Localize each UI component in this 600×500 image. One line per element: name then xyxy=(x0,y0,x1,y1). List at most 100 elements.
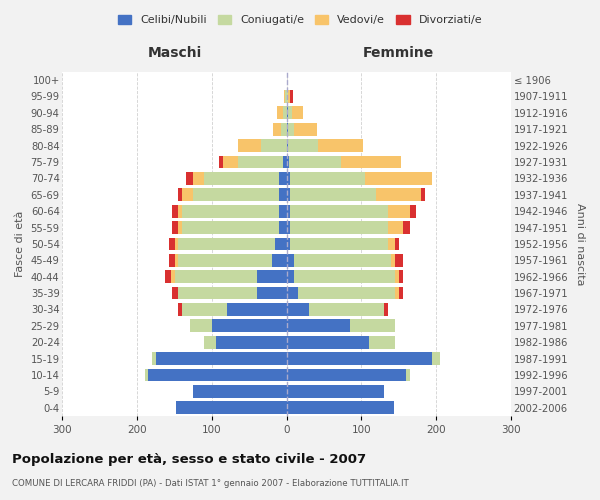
Bar xyxy=(395,270,399,283)
Bar xyxy=(178,254,272,266)
Bar xyxy=(290,238,388,250)
Bar xyxy=(272,254,287,266)
Bar xyxy=(290,221,388,234)
Bar xyxy=(178,188,182,201)
Bar xyxy=(399,270,403,283)
Bar xyxy=(169,238,175,250)
Bar xyxy=(309,303,384,316)
Bar xyxy=(182,204,279,218)
Bar xyxy=(220,156,223,168)
Bar xyxy=(283,106,287,119)
Bar xyxy=(288,139,318,152)
Bar xyxy=(145,368,148,382)
Legend: Celibi/Nubili, Coniugati/e, Vedovi/e, Divorziati/e: Celibi/Nubili, Coniugati/e, Vedovi/e, Di… xyxy=(113,10,487,30)
Bar xyxy=(290,172,365,184)
Bar xyxy=(391,254,395,266)
Bar xyxy=(182,221,279,234)
Bar xyxy=(406,368,410,382)
Bar xyxy=(172,286,178,300)
Bar xyxy=(169,254,175,266)
Bar xyxy=(294,254,391,266)
Bar xyxy=(176,402,287,414)
Text: Popolazione per età, sesso e stato civile - 2007: Popolazione per età, sesso e stato civil… xyxy=(12,452,366,466)
Bar xyxy=(279,221,287,234)
Bar xyxy=(287,270,294,283)
Bar xyxy=(294,123,317,136)
Bar xyxy=(275,238,287,250)
Bar xyxy=(273,123,281,136)
Bar xyxy=(292,106,303,119)
Bar xyxy=(277,106,283,119)
Bar xyxy=(165,270,171,283)
Bar xyxy=(279,188,287,201)
Bar xyxy=(410,204,416,218)
Bar xyxy=(238,139,260,152)
Bar xyxy=(175,270,257,283)
Bar xyxy=(395,254,403,266)
Bar xyxy=(193,385,287,398)
Bar xyxy=(287,402,394,414)
Bar xyxy=(287,139,288,152)
Bar xyxy=(287,204,290,218)
Bar xyxy=(178,221,182,234)
Bar xyxy=(365,172,433,184)
Bar xyxy=(287,90,288,103)
Bar xyxy=(257,270,287,283)
Bar xyxy=(433,352,440,365)
Bar xyxy=(287,221,290,234)
Bar xyxy=(395,286,399,300)
Bar xyxy=(287,320,350,332)
Bar xyxy=(395,238,399,250)
Bar xyxy=(205,336,215,348)
Bar xyxy=(350,320,395,332)
Bar xyxy=(287,188,290,201)
Bar xyxy=(283,156,287,168)
Bar xyxy=(190,320,212,332)
Y-axis label: Anni di nascita: Anni di nascita xyxy=(575,202,585,285)
Bar xyxy=(178,303,182,316)
Bar xyxy=(285,90,287,103)
Bar xyxy=(156,352,287,365)
Bar xyxy=(178,238,275,250)
Bar xyxy=(287,172,290,184)
Bar xyxy=(287,254,294,266)
Bar xyxy=(318,139,363,152)
Bar xyxy=(288,90,290,103)
Bar xyxy=(298,286,395,300)
Bar xyxy=(288,123,294,136)
Bar xyxy=(287,123,288,136)
Bar xyxy=(186,172,193,184)
Bar xyxy=(171,270,175,283)
Bar xyxy=(223,156,238,168)
Bar xyxy=(287,238,290,250)
Bar xyxy=(287,303,309,316)
Bar xyxy=(178,286,257,300)
Bar xyxy=(260,139,287,152)
Bar xyxy=(205,172,279,184)
Bar xyxy=(215,336,287,348)
Bar xyxy=(279,172,287,184)
Bar xyxy=(212,320,287,332)
Bar xyxy=(152,352,156,365)
Bar xyxy=(287,106,288,119)
Bar xyxy=(290,188,376,201)
Bar xyxy=(294,270,395,283)
Bar xyxy=(287,286,298,300)
Bar xyxy=(388,221,403,234)
Bar xyxy=(369,336,395,348)
Bar xyxy=(148,368,287,382)
Bar xyxy=(193,172,205,184)
Bar xyxy=(284,90,285,103)
Bar xyxy=(182,303,227,316)
Text: COMUNE DI LERCARA FRIDDI (PA) - Dati ISTAT 1° gennaio 2007 - Elaborazione TUTTIT: COMUNE DI LERCARA FRIDDI (PA) - Dati IST… xyxy=(12,479,409,488)
Bar xyxy=(175,238,178,250)
Bar xyxy=(287,385,384,398)
Bar xyxy=(172,204,178,218)
Bar xyxy=(403,221,410,234)
Bar xyxy=(290,204,388,218)
Bar xyxy=(388,204,410,218)
Bar xyxy=(287,368,406,382)
Bar xyxy=(227,303,287,316)
Bar xyxy=(289,156,341,168)
Bar xyxy=(279,204,287,218)
